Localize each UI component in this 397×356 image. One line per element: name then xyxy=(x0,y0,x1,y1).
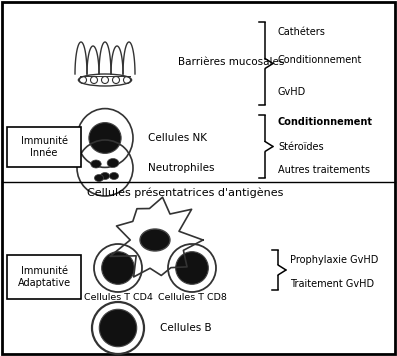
Ellipse shape xyxy=(140,229,170,251)
Text: Conditionnement: Conditionnement xyxy=(278,117,373,127)
Text: Cellules T CD8: Cellules T CD8 xyxy=(158,293,226,303)
Text: Prophylaxie GvHD: Prophylaxie GvHD xyxy=(290,255,378,265)
Text: Immunité
Adaptative: Immunité Adaptative xyxy=(17,266,71,288)
Text: Cellules B: Cellules B xyxy=(160,323,212,333)
Text: Traitement GvHD: Traitement GvHD xyxy=(290,279,374,289)
Text: GvHD: GvHD xyxy=(278,87,306,97)
Ellipse shape xyxy=(100,173,110,179)
Text: Stéroïdes: Stéroïdes xyxy=(278,142,324,152)
Ellipse shape xyxy=(89,122,121,153)
Text: Conditionnement: Conditionnement xyxy=(278,55,362,65)
Text: Cathéters: Cathéters xyxy=(278,27,326,37)
Text: Cellules présentatrices d'antigènes: Cellules présentatrices d'antigènes xyxy=(87,188,283,198)
Text: Cellules NK: Cellules NK xyxy=(148,133,207,143)
Circle shape xyxy=(99,309,137,347)
Text: Cellules T CD4: Cellules T CD4 xyxy=(83,293,152,303)
Text: Barrières mucosales: Barrières mucosales xyxy=(178,57,284,67)
Ellipse shape xyxy=(110,173,119,179)
Ellipse shape xyxy=(107,158,119,168)
Circle shape xyxy=(176,252,208,284)
Ellipse shape xyxy=(91,160,101,168)
FancyBboxPatch shape xyxy=(7,255,81,299)
FancyBboxPatch shape xyxy=(7,127,81,167)
Text: Neutrophiles: Neutrophiles xyxy=(148,163,214,173)
Text: Autres traitements: Autres traitements xyxy=(278,165,370,175)
Text: Immunité
Innée: Immunité Innée xyxy=(21,136,67,158)
Ellipse shape xyxy=(94,174,104,182)
Circle shape xyxy=(102,252,134,284)
